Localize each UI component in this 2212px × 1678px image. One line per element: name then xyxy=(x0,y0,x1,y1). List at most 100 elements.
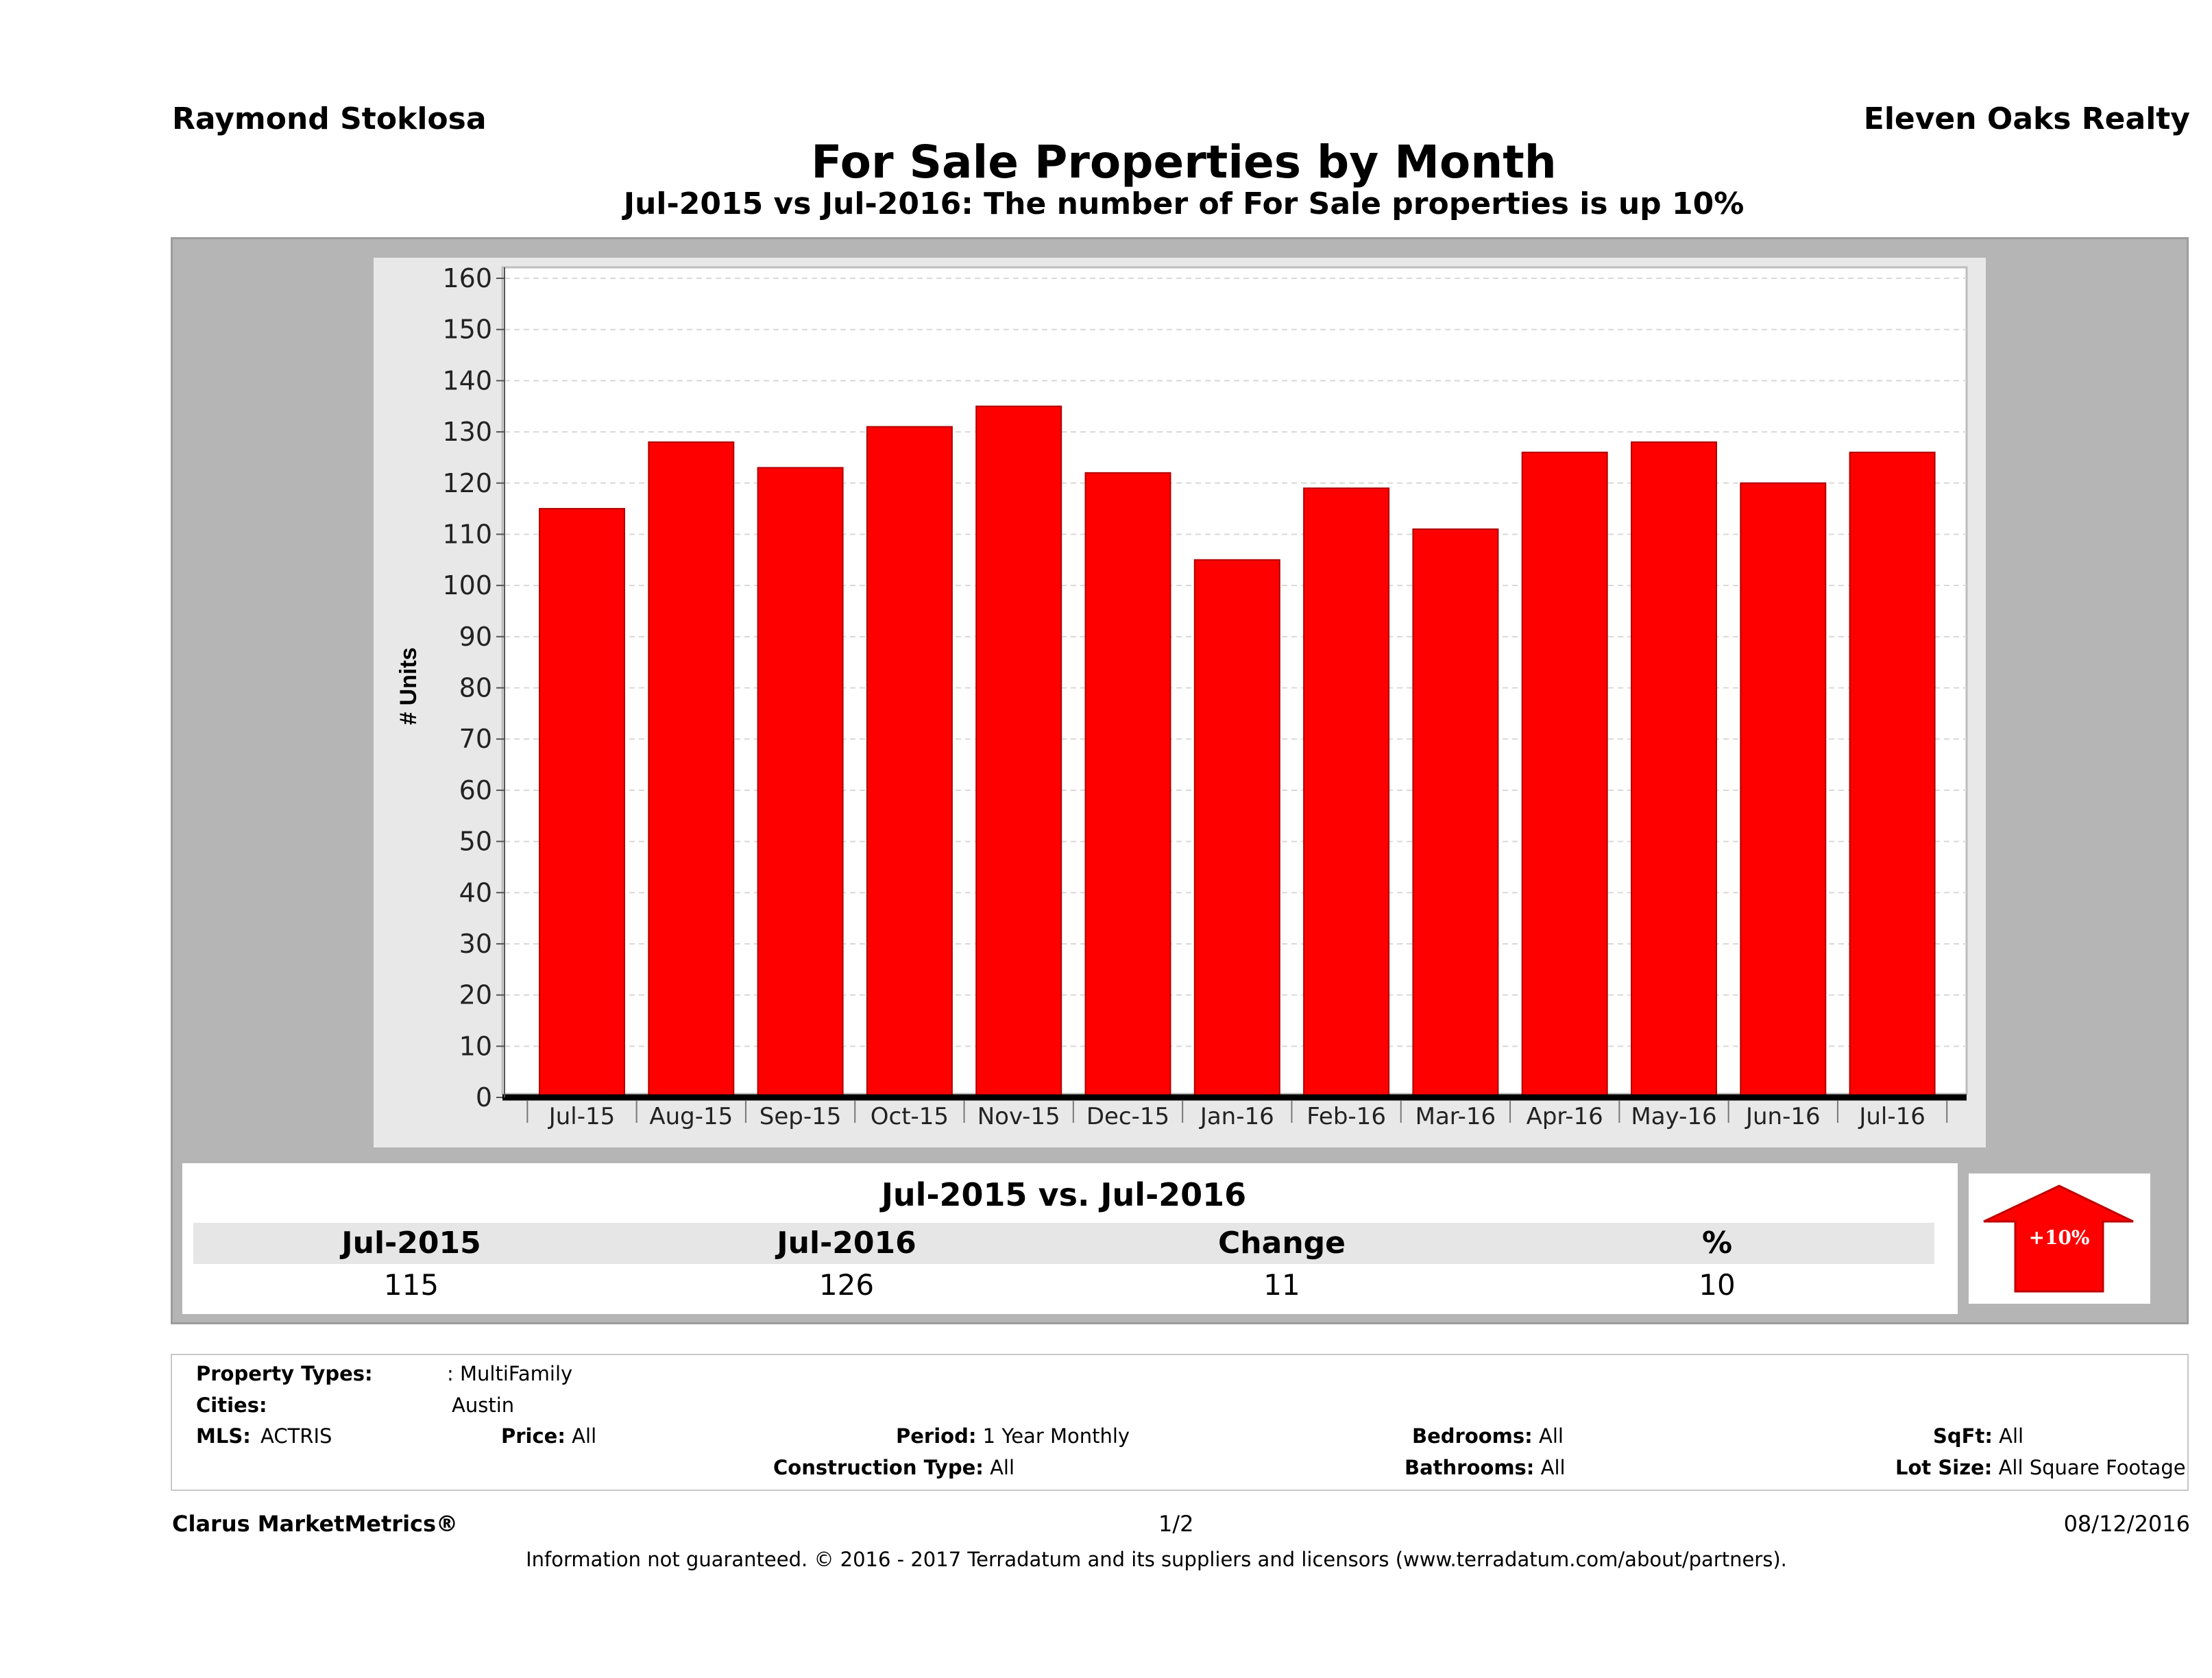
y-tick-label: 40 xyxy=(459,877,492,908)
chart-area: 0 10 20 30 40 50 60 70 80 90 100 110 120 130 140 150 160… xyxy=(374,258,1986,1147)
y-tick-label: 80 xyxy=(459,673,492,703)
criteria-bathrooms-value: All xyxy=(1540,1456,1566,1479)
search-criteria xyxy=(171,1354,2189,1491)
y-tick-label: 0 xyxy=(476,1082,492,1112)
criteria-period-label: Period: xyxy=(896,1424,977,1448)
x-tick-label: Jun-16 xyxy=(1745,1103,1821,1130)
y-tick-label: 60 xyxy=(459,775,492,805)
up-arrow-icon: +10% xyxy=(1983,1184,2134,1293)
criteria-sqft: SqFt: All xyxy=(1933,1424,2023,1448)
comparison-value-row xyxy=(193,1267,1934,1305)
comparison-header-change: Change xyxy=(1218,1226,1346,1261)
bar xyxy=(975,405,1062,1098)
x-tick-label: Oct-15 xyxy=(871,1103,949,1130)
criteria-construction-label: Construction Type: xyxy=(773,1456,984,1479)
trend-badge: +10% xyxy=(1969,1174,2150,1304)
x-tick-label: May-16 xyxy=(1631,1103,1716,1130)
comparison-header-from: Jul-2015 xyxy=(341,1226,481,1261)
bar xyxy=(648,441,735,1098)
product-name: Clarus MarketMetrics® xyxy=(172,1511,459,1537)
criteria-price-value: All xyxy=(572,1424,597,1448)
criteria-price-label: Price: xyxy=(501,1424,566,1448)
x-tick-label: Nov-15 xyxy=(977,1103,1060,1130)
comparison-value-to: 126 xyxy=(818,1268,875,1302)
comparison-value-change: 11 xyxy=(1263,1268,1300,1302)
comparison-value-from: 115 xyxy=(383,1268,439,1302)
page-number: 1/2 xyxy=(1158,1511,1194,1537)
y-tick-label: 160 xyxy=(442,263,492,293)
criteria-construction-value: All xyxy=(990,1456,1015,1479)
criteria-bedrooms-value: All xyxy=(1538,1424,1564,1448)
bar xyxy=(1084,472,1171,1098)
y-tick-label: 100 xyxy=(442,570,492,600)
comparison-header-percent: % xyxy=(1701,1226,1733,1261)
comparison-header-to: Jul-2016 xyxy=(777,1226,916,1261)
y-tick-label: 110 xyxy=(442,519,492,549)
report-title: For Sale Properties by Month xyxy=(811,136,1557,189)
criteria-bedrooms: Bedrooms: All xyxy=(1412,1424,1564,1448)
criteria-mls-label: MLS: xyxy=(196,1424,251,1448)
y-tick-label: 120 xyxy=(442,468,492,498)
x-tick-label: Aug-15 xyxy=(649,1103,733,1130)
criteria-property-types-label: Property Types: xyxy=(196,1362,373,1385)
y-axis-ticks: 0 10 20 30 40 50 60 70 80 90 100 110 120 130 140 150 160 xyxy=(442,263,505,1112)
bar-chart: 0 10 20 30 40 50 60 70 80 90 100 110 120 130 140 150 160… xyxy=(396,263,1968,1130)
y-tick-label: 70 xyxy=(459,724,492,754)
criteria-property-types: Property Types: xyxy=(196,1362,373,1385)
y-axis-label: # Units xyxy=(396,647,422,725)
comparison-header-row xyxy=(193,1223,1934,1264)
y-tick-label: 130 xyxy=(442,417,492,447)
report-subtitle: Jul-2015 vs Jul-2016: The number of For … xyxy=(623,186,1745,221)
bar xyxy=(1412,528,1499,1098)
x-tick-label: Mar-16 xyxy=(1415,1103,1496,1130)
criteria-lot-size-value: All Square Footage xyxy=(1998,1456,2186,1479)
criteria-cities-label: Cities: xyxy=(196,1394,267,1417)
criteria-lot-size-label: Lot Size: xyxy=(1895,1456,1993,1479)
y-tick-label: 90 xyxy=(459,622,492,652)
criteria-bathrooms: Bathrooms: All xyxy=(1405,1456,1566,1479)
bar xyxy=(1740,482,1827,1098)
x-tick-label: Feb-16 xyxy=(1306,1103,1386,1130)
x-tick-label: Jul-16 xyxy=(1858,1103,1925,1130)
x-tick-label: Dec-15 xyxy=(1086,1103,1169,1130)
bar xyxy=(1303,487,1390,1098)
criteria-sqft-value: All xyxy=(1999,1424,2024,1448)
trend-badge-label: +10% xyxy=(2028,1226,2089,1249)
y-tick-label: 30 xyxy=(459,929,492,959)
bars xyxy=(539,405,1936,1098)
y-tick-label: 20 xyxy=(459,980,492,1010)
bar xyxy=(1631,441,1717,1098)
agent-name: Raymond Stoklosa xyxy=(172,101,487,136)
x-tick-label: Jan-16 xyxy=(1199,1103,1274,1130)
brokerage-name: Eleven Oaks Realty xyxy=(1863,101,2190,136)
x-tick-label: Apr-16 xyxy=(1527,1103,1603,1130)
criteria-period: Period: 1 Year Monthly xyxy=(896,1424,1130,1448)
y-tick-label: 50 xyxy=(459,827,492,857)
disclaimer: Information not guaranteed. © 2016 - 201… xyxy=(526,1548,1787,1571)
bar xyxy=(1849,451,1936,1098)
y-tick-label: 140 xyxy=(442,365,492,396)
report-date: 08/12/2016 xyxy=(2063,1511,2190,1537)
criteria-price: Price: All xyxy=(501,1424,596,1448)
criteria-mls-value: ACTRIS xyxy=(260,1424,332,1448)
bar xyxy=(866,426,953,1098)
criteria-bathrooms-label: Bathrooms: xyxy=(1405,1456,1535,1479)
comparison-value-percent: 10 xyxy=(1699,1268,1736,1302)
criteria-construction: Construction Type: All xyxy=(773,1456,1014,1479)
comparison-title: Jul-2015 vs. Jul-2016 xyxy=(881,1176,1247,1213)
y-tick-label: 10 xyxy=(459,1031,492,1061)
criteria-sqft-label: SqFt: xyxy=(1933,1424,1993,1448)
y-tick-label: 150 xyxy=(442,315,492,345)
criteria-cities-value: Austin xyxy=(452,1394,515,1417)
criteria-lot-size: Lot Size: All Square Footage xyxy=(1895,1456,2186,1479)
bar xyxy=(539,508,625,1098)
criteria-bedrooms-label: Bedrooms: xyxy=(1412,1424,1533,1448)
bar xyxy=(1193,559,1280,1098)
criteria-mls: MLS: xyxy=(196,1424,251,1448)
criteria-property-types-value: : MultiFamily xyxy=(447,1362,573,1385)
x-tick-label: Sep-15 xyxy=(759,1103,842,1130)
criteria-cities: Cities: xyxy=(196,1394,267,1417)
x-tick-label: Jul-15 xyxy=(548,1103,616,1130)
bar xyxy=(1521,451,1608,1098)
bar xyxy=(757,467,844,1098)
